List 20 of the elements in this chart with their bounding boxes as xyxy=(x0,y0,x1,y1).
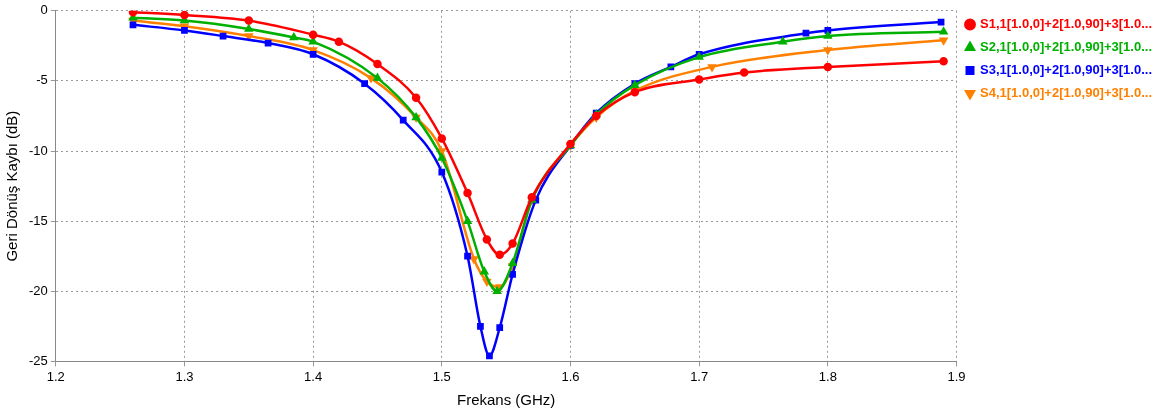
x-tick-label: 1.6 xyxy=(561,368,580,384)
x-tick-label: 1.8 xyxy=(818,368,837,384)
y-tick-label: -20 xyxy=(28,282,48,298)
y-tick-label: -10 xyxy=(28,142,48,158)
x-tick-label: 1.5 xyxy=(432,368,451,384)
x-tick-label: 1.9 xyxy=(947,368,966,384)
y-tick-label: -25 xyxy=(28,352,48,368)
x-tick-label: 1.3 xyxy=(175,368,194,384)
x-axis-title: Frekans (GHz) xyxy=(456,391,556,409)
y-tick-label: -5 xyxy=(36,72,48,88)
x-tick-label: 1.2 xyxy=(46,368,65,384)
y-tick-label: 0 xyxy=(40,2,48,18)
legend-label: S2,1[1.0,0]+2[1.0,90]+3[1.0... xyxy=(980,39,1152,55)
legend-label: S3,1[1.0,0]+2[1.0,90]+3[1.0... xyxy=(980,62,1152,78)
legend-label: S1,1[1.0,0]+2[1.0,90]+3[1.0... xyxy=(980,16,1152,32)
x-tick-label: 1.7 xyxy=(690,368,709,384)
legend-label: S4,1[1.0,0]+2[1.0,90]+3[1.0... xyxy=(980,85,1152,101)
x-tick-label: 1.4 xyxy=(304,368,323,384)
y-axis-title: Geri Dönüş Kaybı (dB) xyxy=(3,110,21,262)
y-tick-label: -15 xyxy=(28,212,48,228)
